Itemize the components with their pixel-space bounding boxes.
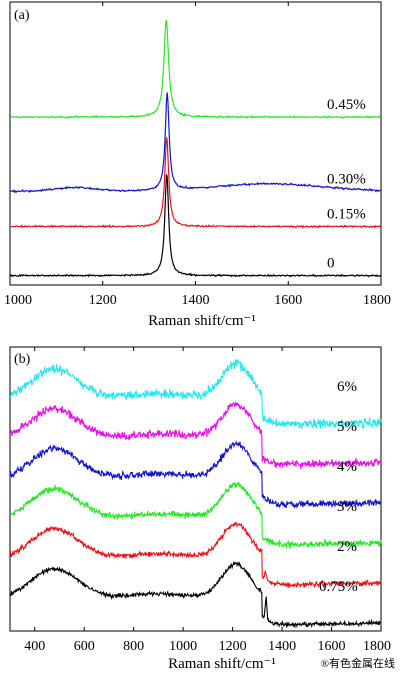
x-axis-title-b: Raman shift/cm⁻¹ <box>168 656 276 672</box>
panel-b: 400 600 800 1000 1200 1400 1600 1800 0.75%2%3%4… <box>9 346 391 672</box>
series-label-b-5: 6% <box>337 379 357 395</box>
x-ticks-b: 400 600 800 1000 1200 1400 1600 1800 <box>24 347 391 654</box>
series-label-a-3: 0.45% <box>327 97 366 113</box>
series-group-a <box>9 20 382 278</box>
x-b-tick-label-1000: 1000 <box>169 639 197 654</box>
x-b-tick-label-1600: 1600 <box>318 639 346 654</box>
plot-frame-b <box>9 346 382 632</box>
x-b-tick-label-1800: 1800 <box>363 639 391 654</box>
series-line-b-5 <box>9 359 382 430</box>
x-b-tick-label-400: 400 <box>24 639 45 654</box>
x-a-tick-label-1000: 1000 <box>4 293 32 308</box>
series-labels-a: 0 0.15% 0.30% 0.45% <box>327 97 366 271</box>
series-label-b-3: 4% <box>337 459 357 475</box>
x-a-tick-label-1400: 1400 <box>182 293 210 308</box>
series-group-b <box>9 359 382 629</box>
panel-label-a: (a) <box>14 8 30 23</box>
series-line-a-0 <box>9 174 382 278</box>
series-label-b-4: 5% <box>337 419 357 435</box>
x-b-tick-label-1400: 1400 <box>268 639 296 654</box>
series-label-a-1: 0.15% <box>327 207 366 223</box>
series-line-b-0 <box>9 560 382 629</box>
series-line-a-2 <box>9 92 381 194</box>
plot-frame-a <box>9 1 382 286</box>
series-label-b-2: 3% <box>337 499 357 515</box>
panel-a: 1000 1200 1400 1600 1800 0 0.15% 0.30% 0.45% (a… <box>4 1 391 329</box>
series-line-b-1 <box>9 521 382 589</box>
series-labels-b: 0.75% 2% 3% 4% 5% 6% <box>319 379 358 595</box>
x-b-tick-label-600: 600 <box>74 639 95 654</box>
x-axis-title-a: Raman shift/cm⁻¹ <box>148 313 256 329</box>
x-a-tick-label-1600: 1600 <box>274 293 302 308</box>
watermark: ®有色金属在线 <box>321 656 395 670</box>
series-line-a-3 <box>9 20 382 120</box>
series-label-b-0: 0.75% <box>319 579 358 595</box>
x-a-tick-label-1200: 1200 <box>89 293 117 308</box>
x-b-tick-label-800: 800 <box>123 639 144 654</box>
series-label-b-1: 2% <box>337 539 357 555</box>
x-b-tick-label-1200: 1200 <box>219 639 247 654</box>
series-line-b-4 <box>9 401 382 469</box>
series-label-a-2: 0.30% <box>327 171 366 187</box>
series-label-a-0: 0 <box>327 256 335 272</box>
x-a-tick-label-1800: 1800 <box>363 293 391 308</box>
series-line-b-2 <box>9 481 382 549</box>
panel-label-b: (b) <box>14 352 31 367</box>
series-line-a-1 <box>9 137 382 229</box>
x-ticks-a: 1000 1200 1400 1600 1800 <box>4 2 391 308</box>
series-line-b-3 <box>9 440 382 509</box>
